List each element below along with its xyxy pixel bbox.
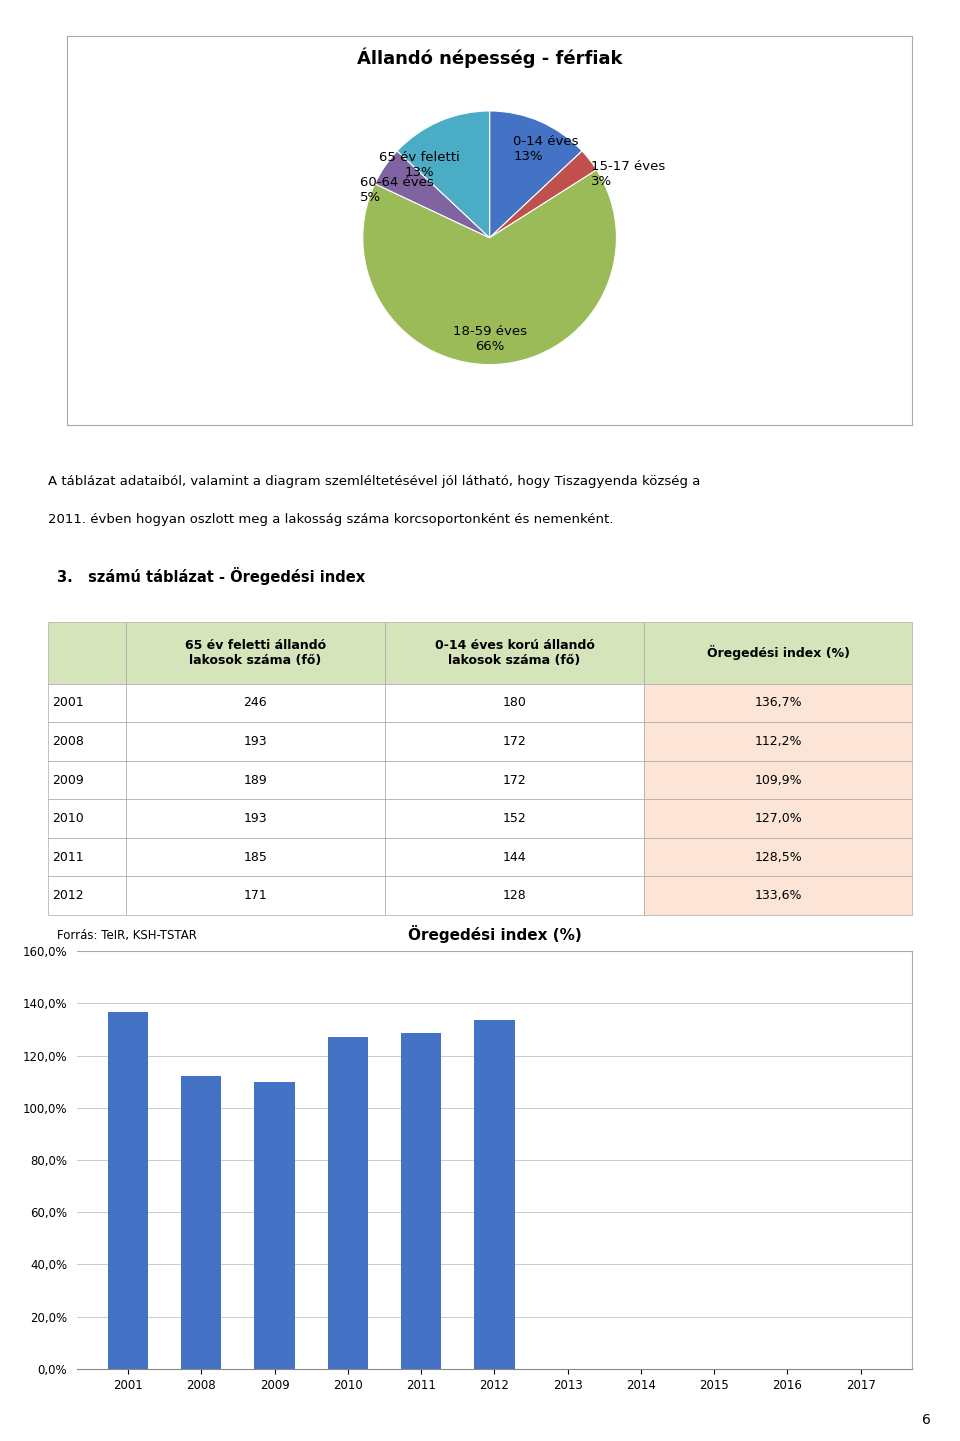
Bar bbox=[327, 1038, 368, 1369]
Text: A táblázat adataiból, valamint a diagram szemléltetésével jól látható, hogy Tisz: A táblázat adataiból, valamint a diagram… bbox=[48, 476, 701, 488]
Wedge shape bbox=[490, 111, 582, 238]
Text: 15-17 éves
3%: 15-17 éves 3% bbox=[591, 160, 665, 189]
Wedge shape bbox=[363, 170, 616, 365]
Text: 0-14 éves
13%: 0-14 éves 13% bbox=[514, 135, 579, 163]
Text: 3.   számú táblázat - Öregedési index: 3. számú táblázat - Öregedési index bbox=[57, 568, 365, 585]
Text: 60-64 éves
5%: 60-64 éves 5% bbox=[360, 176, 433, 205]
Bar bbox=[254, 1082, 295, 1369]
Text: 6: 6 bbox=[923, 1412, 931, 1427]
Text: 2011. évben hogyan oszlott meg a lakosság száma korcsoportonként és nemenként.: 2011. évben hogyan oszlott meg a lakossá… bbox=[48, 513, 613, 526]
Bar bbox=[108, 1012, 148, 1369]
Wedge shape bbox=[397, 111, 490, 238]
Bar bbox=[181, 1076, 222, 1369]
Wedge shape bbox=[490, 151, 597, 238]
Bar bbox=[401, 1033, 442, 1369]
Text: Állandó népesség - férfiak: Állandó népesség - férfiak bbox=[357, 48, 622, 68]
Title: Öregedési index (%): Öregedési index (%) bbox=[408, 925, 581, 942]
Bar bbox=[474, 1020, 515, 1369]
Text: 18-59 éves
66%: 18-59 éves 66% bbox=[452, 326, 527, 353]
Text: 65 év feletti
13%: 65 év feletti 13% bbox=[379, 151, 460, 179]
Wedge shape bbox=[374, 151, 490, 238]
Text: Forrás: TeIR, KSH-TSTAR: Forrás: TeIR, KSH-TSTAR bbox=[57, 929, 197, 942]
